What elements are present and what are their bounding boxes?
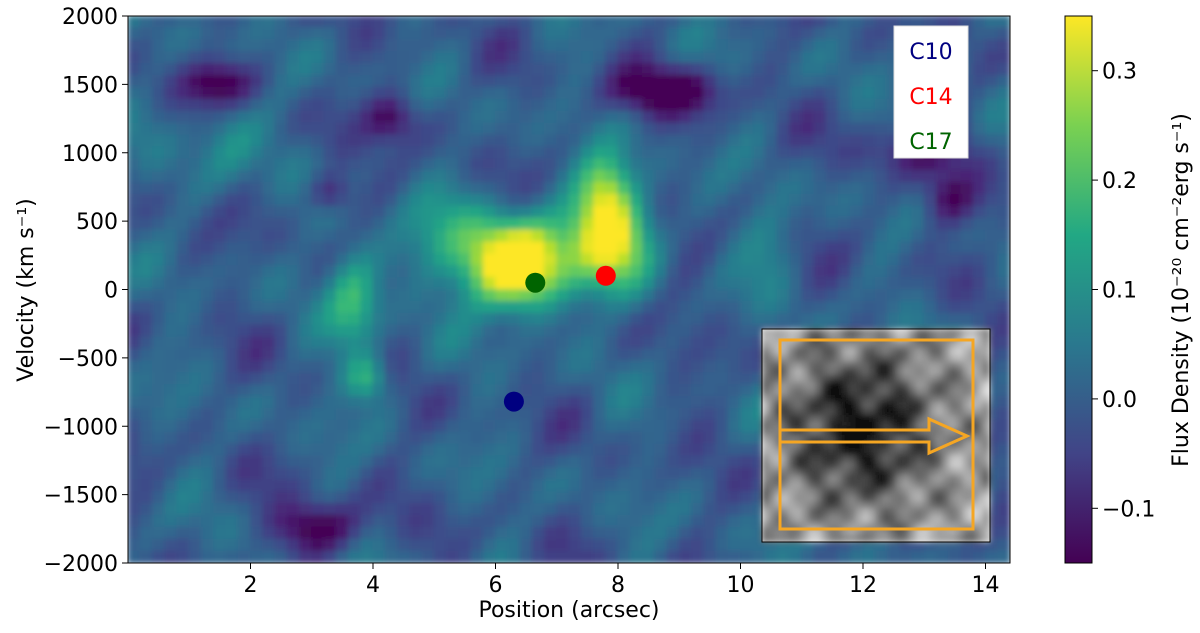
x-tick-label: 12: [849, 573, 877, 598]
colorbar-label: Flux Density (10⁻²⁰ cm⁻²erg s⁻¹): [1169, 113, 1194, 467]
colorbar-gradient: [1064, 15, 1093, 564]
y-tick-label: −1000: [44, 415, 118, 440]
legend-entry-c10: C10: [909, 40, 952, 65]
y-tick-label: 0: [104, 279, 118, 304]
y-tick-label: 2000: [62, 5, 118, 30]
inset-border: [761, 328, 991, 543]
x-tick-label: 10: [727, 573, 755, 598]
x-axis-label: Position (arcsec): [478, 598, 659, 623]
x-tick-label: 6: [489, 573, 503, 598]
marker-c10: [503, 391, 524, 412]
colorbar-tick-label: 0.3: [1102, 60, 1137, 85]
x-tick-label: 14: [972, 573, 1000, 598]
legend: C10 C14 C17: [893, 25, 969, 159]
markers-group: [503, 265, 616, 412]
inset-image: [761, 328, 991, 543]
colorbar-tick-label: 0.0: [1102, 388, 1137, 413]
y-tick-label: 500: [76, 210, 118, 235]
legend-entry-c14: C14: [909, 85, 952, 110]
colorbar-tick-label: −0.1: [1102, 497, 1155, 522]
x-tick-label: 8: [611, 573, 625, 598]
y-tick-label: −2000: [44, 552, 118, 577]
y-tick-label: 1000: [62, 142, 118, 167]
colorbar-tick-label: 0.2: [1102, 169, 1137, 194]
y-tick-label: 1500: [62, 73, 118, 98]
marker-c14: [595, 265, 616, 286]
legend-box: [893, 25, 969, 159]
marker-c17: [525, 272, 546, 293]
y-tick-label: −500: [58, 347, 118, 372]
legend-entry-c17: C17: [909, 130, 952, 155]
x-axis: 2 4 6 8 10 12 14: [244, 563, 1000, 598]
colorbar: 0.3 0.2 0.1 0.0 −0.1: [1064, 15, 1155, 564]
y-tick-label: −1500: [44, 484, 118, 509]
inset-slit-arrow: [778, 416, 971, 456]
colorbar-tick-label: 0.1: [1102, 279, 1137, 304]
x-tick-label: 2: [244, 573, 258, 598]
y-axis-label: Velocity (km s⁻¹): [14, 198, 39, 382]
y-axis: 2000 1500 1000 500 0 −500 −1000 −1500 −2000: [44, 5, 128, 577]
x-tick-label: 4: [366, 573, 380, 598]
